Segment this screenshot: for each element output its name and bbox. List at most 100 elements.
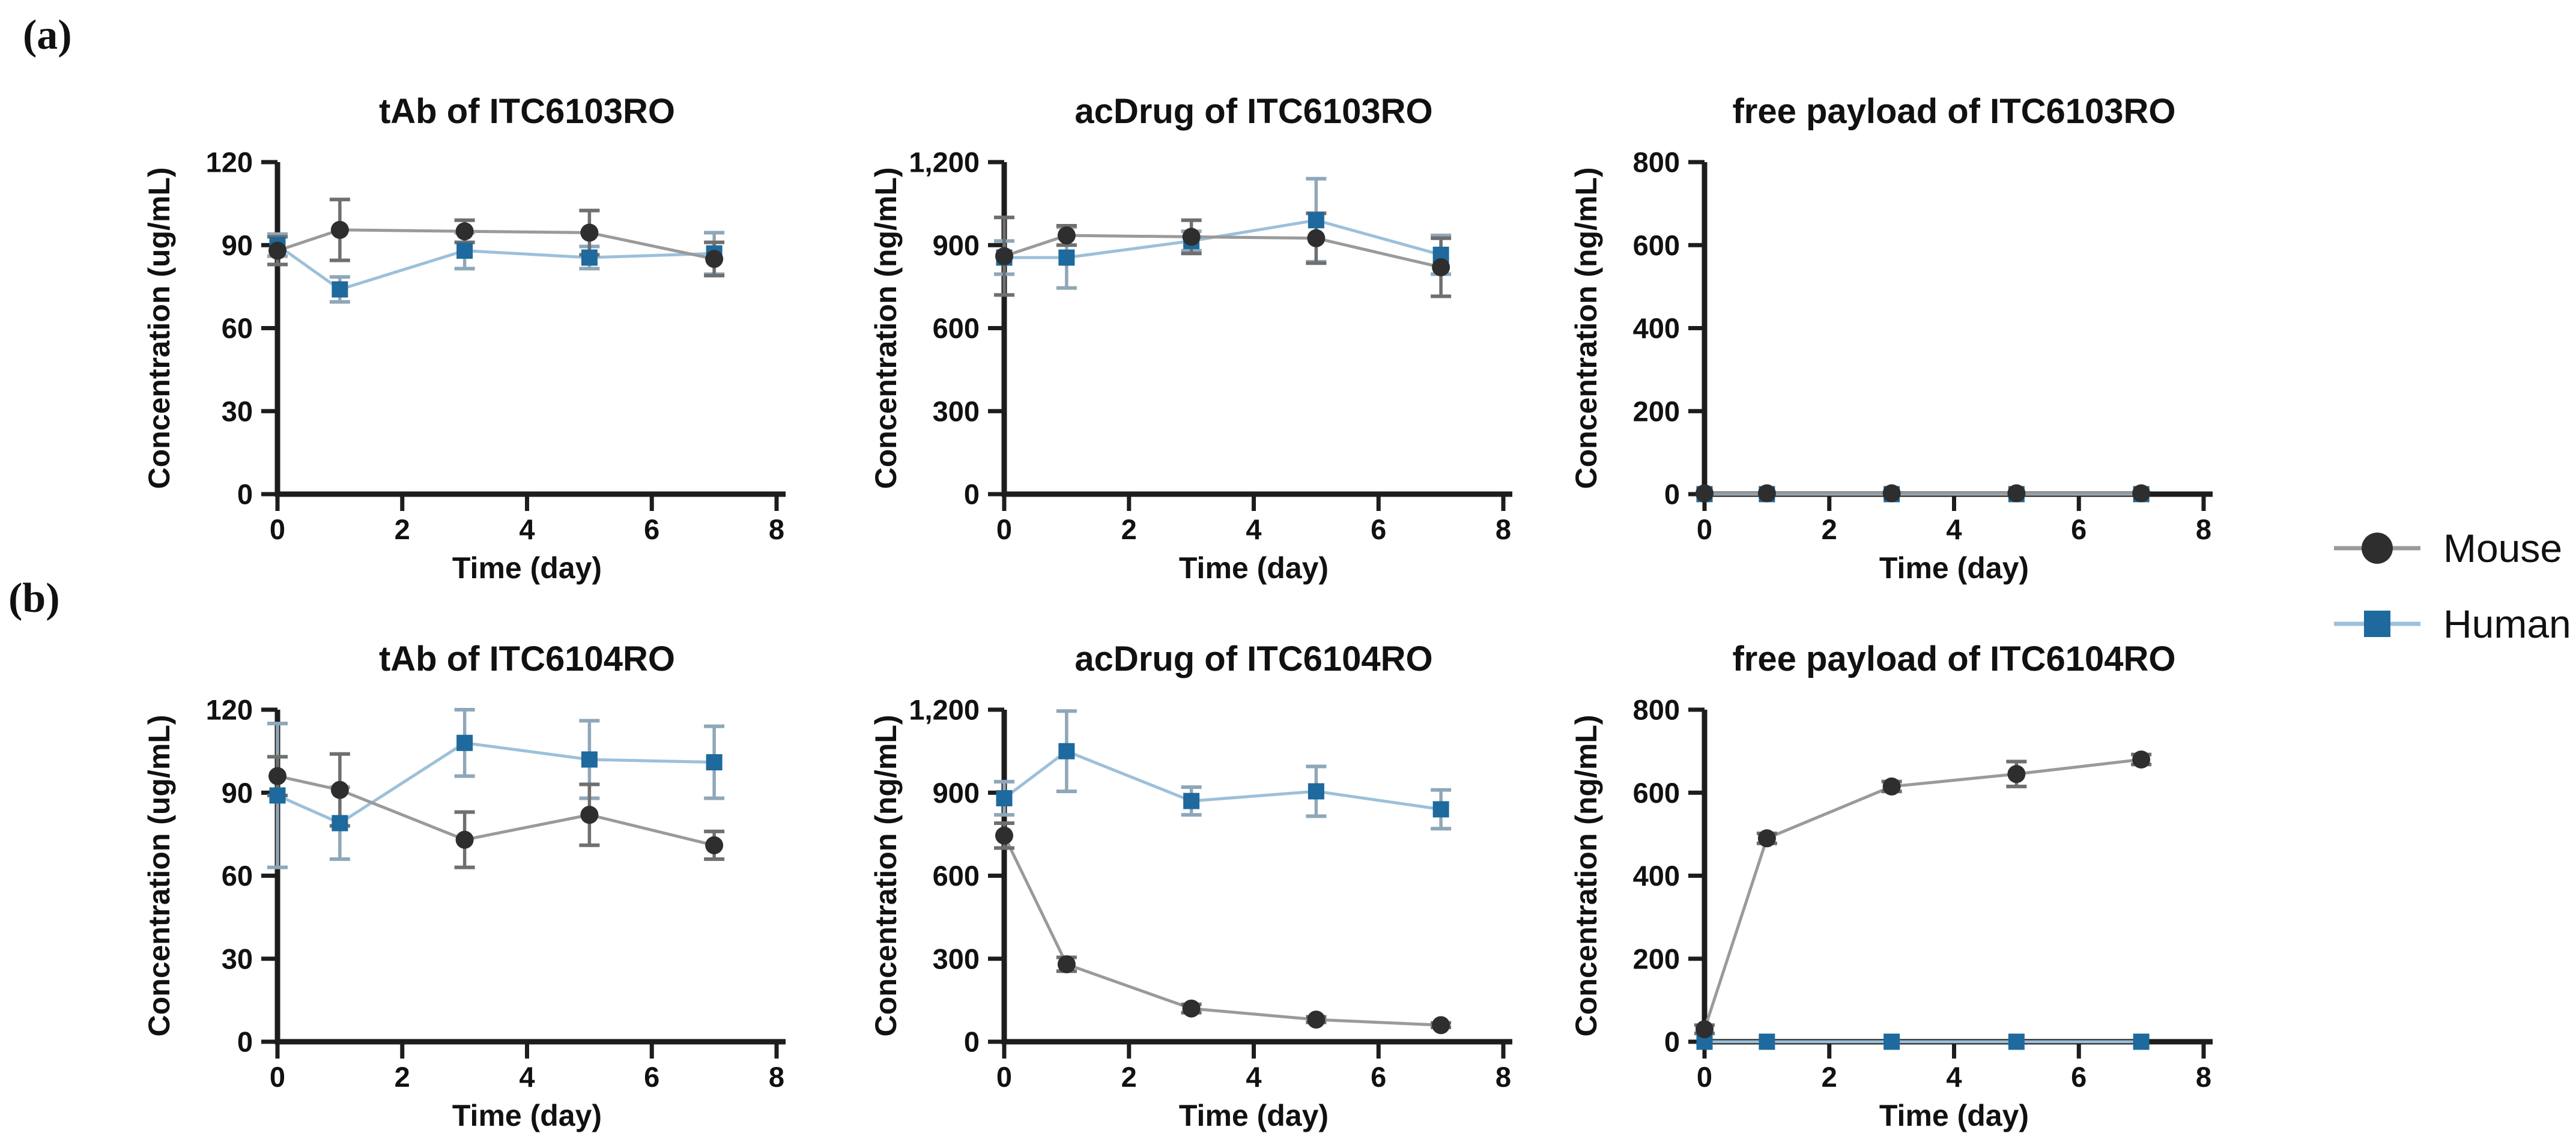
y-tick-label: 1,200 bbox=[909, 694, 980, 726]
x-tick-label: 2 bbox=[395, 1061, 410, 1093]
mouse-marker bbox=[1057, 955, 1076, 973]
chart-svg-acdrug-itc6103ro: 0 300 600 900 1,200 0 2 4 6 8 acDrug of ITC6103RO C… bbox=[869, 92, 1512, 585]
legend: Mouse Human bbox=[2329, 527, 2571, 645]
mouse-marker bbox=[2132, 484, 2151, 503]
x-tick-label: 6 bbox=[644, 1061, 659, 1093]
chart-svg-tab-itc6103ro: 0 30 60 90 120 0 2 4 6 8 tAb of ITC6103RO Concentra… bbox=[142, 92, 786, 585]
x-tick-label: 4 bbox=[1246, 513, 1261, 545]
y-tick-label: 30 bbox=[222, 395, 253, 427]
chart-title: tAb of ITC6104RO bbox=[379, 639, 675, 678]
chart-svg-freepayload-itc6104ro: 0 200 400 600 800 0 2 4 6 8 free payload of ITC610… bbox=[1569, 639, 2213, 1132]
mouse-line bbox=[1002, 835, 1441, 1027]
y-axis-label: Concentration (ng/mL) bbox=[1569, 167, 1603, 489]
chart-tab-itc6103ro: 0 30 60 90 120 0 2 4 6 8 tAb of ITC6103RO Concentra… bbox=[90, 0, 841, 594]
mouse-marker bbox=[1307, 1011, 1326, 1029]
human-marker bbox=[456, 734, 473, 751]
human-marker bbox=[332, 281, 348, 298]
x-tick-label: 0 bbox=[1697, 513, 1712, 545]
y-tick-label: 600 bbox=[1633, 777, 1680, 809]
human-marker bbox=[456, 242, 473, 259]
mouse-marker bbox=[1057, 226, 1076, 245]
x-tick-label: 8 bbox=[2196, 1061, 2211, 1093]
y-tick-label: 90 bbox=[222, 777, 253, 809]
mouse-marker bbox=[1432, 1016, 1450, 1035]
y-tick-label: 300 bbox=[933, 943, 980, 974]
y-tick-label: 400 bbox=[1633, 312, 1680, 344]
chart-svg-tab-itc6104ro: 0 30 60 90 120 0 2 4 6 8 tAb of ITC6104RO Concentra… bbox=[142, 639, 786, 1132]
panel-label-b: (b) bbox=[8, 575, 60, 621]
chart-acdrug-itc6103ro: 0 300 600 900 1,200 0 2 4 6 8 acDrug of ITC6103RO C… bbox=[817, 0, 1568, 594]
human-marker-icon bbox=[2334, 611, 2420, 637]
panel-label-a: (a) bbox=[23, 12, 72, 58]
human-marker bbox=[706, 754, 723, 771]
x-tick-label: 8 bbox=[769, 1061, 784, 1093]
x-tick-label: 8 bbox=[2196, 513, 2211, 545]
mouse-marker bbox=[1882, 484, 1901, 503]
mouse-marker bbox=[2007, 765, 2026, 784]
chart-tab-itc6104ro: 0 30 60 90 120 0 2 4 6 8 tAb of ITC6104RO Concentra… bbox=[90, 548, 841, 1142]
mouse-marker bbox=[330, 781, 349, 799]
y-tick-label: 90 bbox=[222, 229, 253, 261]
mouse-marker bbox=[1307, 229, 1326, 247]
x-tick-label: 0 bbox=[270, 513, 285, 545]
mouse-marker bbox=[580, 223, 599, 242]
x-tick-label: 6 bbox=[2071, 1061, 2087, 1093]
y-tick-label: 600 bbox=[933, 860, 980, 892]
x-tick-label: 6 bbox=[1371, 1061, 1386, 1093]
y-tick-label: 400 bbox=[1633, 860, 1680, 892]
chart-title: free payload of ITC6104RO bbox=[1732, 639, 2175, 678]
y-tick-label: 900 bbox=[933, 777, 980, 809]
x-tick-label: 4 bbox=[519, 513, 535, 545]
human-marker bbox=[581, 249, 598, 266]
x-axis-label: Time (day) bbox=[452, 1099, 602, 1132]
y-tick-label: 0 bbox=[1664, 479, 1680, 510]
human-marker bbox=[581, 751, 598, 768]
human-marker bbox=[332, 815, 348, 832]
mouse-marker bbox=[268, 767, 286, 785]
x-tick-label: 6 bbox=[2071, 513, 2087, 545]
mouse-marker bbox=[995, 826, 1013, 845]
x-tick-label: 2 bbox=[1822, 1061, 1837, 1093]
mouse-marker bbox=[1882, 777, 1901, 796]
mouse-marker bbox=[455, 222, 474, 241]
chart-freepayload-itc6104ro: 0 200 400 600 800 0 2 4 6 8 free payload of ITC610… bbox=[1517, 548, 2268, 1142]
mouse-marker bbox=[705, 836, 724, 854]
y-axis-label: Concentration (ug/mL) bbox=[142, 715, 176, 1036]
x-tick-label: 0 bbox=[1697, 1061, 1712, 1093]
x-tick-label: 4 bbox=[519, 1061, 535, 1093]
x-tick-label: 2 bbox=[1121, 1061, 1137, 1093]
x-tick-label: 0 bbox=[996, 513, 1012, 545]
human-marker bbox=[1183, 793, 1200, 809]
human-marker bbox=[1759, 1033, 1775, 1050]
mouse-marker bbox=[1696, 1020, 1714, 1039]
mouse-marker bbox=[455, 830, 474, 849]
mouse-marker bbox=[268, 241, 286, 260]
legend-item-mouse: Mouse bbox=[2329, 527, 2571, 569]
y-tick-label: 600 bbox=[1633, 229, 1680, 261]
mouse-marker bbox=[1696, 484, 1714, 503]
mouse-marker bbox=[1182, 999, 1201, 1018]
y-tick-label: 600 bbox=[933, 312, 980, 344]
y-axis-label: Concentration (ng/mL) bbox=[869, 167, 903, 489]
human-marker bbox=[1058, 743, 1075, 760]
y-tick-label: 120 bbox=[206, 694, 253, 726]
y-axis-label: Concentration (ug/mL) bbox=[142, 167, 176, 489]
x-tick-label: 8 bbox=[1496, 1061, 1511, 1093]
y-axis-label: Concentration (ng/mL) bbox=[869, 715, 903, 1036]
mouse-marker bbox=[2007, 484, 2026, 503]
y-tick-label: 0 bbox=[237, 1026, 253, 1058]
mouse-marker bbox=[705, 250, 724, 268]
x-tick-label: 2 bbox=[395, 513, 410, 545]
x-tick-label: 6 bbox=[1371, 513, 1386, 545]
y-tick-label: 0 bbox=[964, 479, 980, 510]
chart-title: tAb of ITC6103RO bbox=[379, 92, 675, 131]
mouse-marker bbox=[995, 247, 1013, 265]
x-tick-label: 8 bbox=[1496, 513, 1511, 545]
x-tick-label: 2 bbox=[1121, 513, 1137, 545]
x-axis-label: Time (day) bbox=[1179, 1099, 1329, 1132]
y-tick-label: 0 bbox=[964, 1026, 980, 1058]
mouse-marker bbox=[330, 220, 349, 239]
y-tick-label: 300 bbox=[933, 395, 980, 427]
human-marker bbox=[269, 787, 286, 804]
